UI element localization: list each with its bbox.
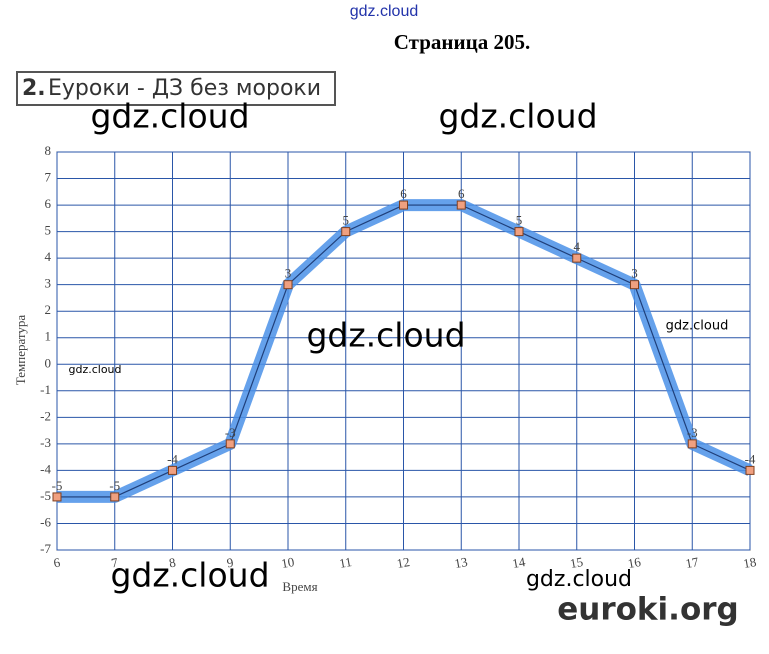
marker — [399, 200, 408, 210]
logo: euroki.org — [557, 592, 738, 628]
task-number: 2. — [22, 76, 46, 101]
data-label: -4 — [167, 451, 178, 466]
marker — [572, 253, 582, 263]
y-tick-label: 0 — [45, 355, 52, 370]
marker — [514, 227, 524, 237]
data-label: 4 — [574, 239, 581, 254]
marker — [341, 227, 351, 237]
y-tick-label: -1 — [40, 382, 51, 397]
data-label: 6 — [458, 186, 465, 201]
watermark: gdz.cloud — [68, 363, 121, 376]
data-label: -5 — [109, 478, 120, 493]
y-tick-label: 1 — [45, 329, 52, 344]
task-box — [16, 71, 336, 106]
y-tick-label: -3 — [40, 435, 51, 450]
marker — [225, 439, 235, 449]
x-tick-label: 6 — [52, 554, 61, 570]
marker — [283, 280, 293, 290]
x-tick-label: 18 — [742, 554, 757, 571]
watermark: gdz.cloud — [90, 97, 249, 136]
marker — [456, 200, 466, 210]
y-tick-label: 3 — [45, 276, 52, 291]
watermark: gdz.cloud — [526, 567, 632, 592]
data-label: 3 — [285, 266, 292, 281]
x-tick-label: 16 — [627, 554, 643, 571]
x-tick-label: 15 — [569, 554, 584, 571]
y-tick-label: 2 — [45, 302, 52, 317]
data-label: -3 — [225, 425, 236, 440]
marker — [168, 465, 177, 475]
x-tick-label: 14 — [511, 554, 527, 571]
watermark: gdz.cloud — [110, 556, 269, 595]
data-label: -5 — [52, 478, 63, 493]
page-title: Страница 205. — [394, 30, 530, 54]
watermark: gdz.cloud — [666, 319, 729, 334]
y-tick-label: 8 — [45, 143, 52, 158]
y-tick-label: 4 — [45, 249, 52, 264]
data-label: 6 — [400, 186, 407, 201]
x-tick-label: 12 — [396, 554, 411, 571]
y-tick-label: -2 — [40, 408, 51, 423]
x-tick-label: 11 — [338, 554, 353, 571]
top-link: gdz.cloud — [350, 3, 419, 20]
data-label: 5 — [516, 213, 523, 228]
x-tick-label: 7 — [110, 554, 119, 570]
y-tick-label: 7 — [45, 170, 52, 185]
y-tick-label: -7 — [40, 541, 51, 556]
x-tick-label: 9 — [225, 555, 234, 571]
marker — [110, 492, 120, 502]
y-tick-label: 5 — [45, 223, 52, 238]
marker — [687, 439, 697, 449]
marker — [745, 465, 755, 475]
x-tick-label: 10 — [280, 554, 295, 571]
x-tick-label: 13 — [453, 554, 468, 571]
y-tick-label: -5 — [40, 488, 51, 503]
y-tick-label: -4 — [40, 461, 51, 476]
watermark: gdz.cloud — [438, 97, 597, 136]
x-tick-label: 8 — [168, 555, 177, 571]
data-label: -3 — [687, 425, 698, 440]
x-tick-label: 17 — [684, 554, 700, 571]
watermark: gdz.cloud — [306, 316, 465, 355]
x-axis-label: Время — [282, 579, 317, 594]
y-tick-label: -6 — [40, 514, 51, 529]
y-tick-label: 6 — [45, 196, 52, 211]
y-axis-label: Температура — [13, 315, 28, 386]
task-text: Еуроки - ДЗ без мороки — [48, 76, 321, 101]
data-label: -4 — [745, 451, 756, 466]
marker — [630, 280, 639, 290]
marker — [52, 492, 62, 502]
data-label: 5 — [343, 213, 350, 228]
data-label: 3 — [631, 266, 638, 281]
